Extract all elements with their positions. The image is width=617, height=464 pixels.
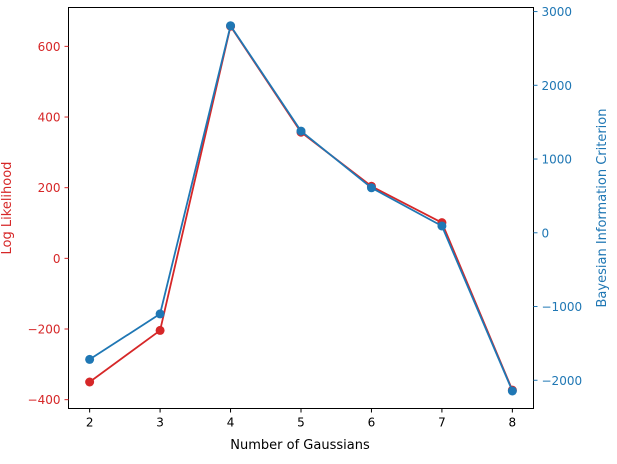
log-likelihood-point [85, 377, 95, 387]
series-layer [85, 21, 517, 396]
bic-point [366, 183, 376, 193]
y-axis-right: −2000 −1000 0 1000 2000 3000 [533, 5, 583, 388]
y-axis-left-label: Log Likelihood [0, 162, 15, 255]
x-tick-label: 3 [156, 416, 164, 430]
x-tick-label: 6 [368, 416, 376, 430]
y-left-tick-label: 600 [38, 40, 61, 54]
bic-point [226, 21, 236, 31]
x-tick-label: 8 [509, 416, 517, 430]
x-tick-label: 2 [86, 416, 94, 430]
y-left-tick-label: 400 [38, 111, 61, 125]
x-tick-label: 7 [438, 416, 446, 430]
y-axis-left: −400 −200 0 200 400 600 [28, 40, 69, 407]
bic-point [85, 354, 95, 364]
y-left-tick-label: 0 [53, 252, 61, 266]
y-right-tick-label: 1000 [542, 153, 573, 167]
bic-point [507, 386, 517, 396]
y-right-tick-label: 0 [542, 226, 550, 240]
x-axis: 2 3 4 5 6 7 8 [86, 408, 517, 430]
plot-frame [68, 7, 534, 409]
x-tick-label: 5 [297, 416, 305, 430]
log-likelihood-line [89, 25, 514, 391]
y-left-tick-label: −200 [28, 323, 61, 337]
y-right-tick-label: −2000 [542, 374, 583, 388]
y-left-tick-label: 200 [38, 181, 61, 195]
log-likelihood-point [155, 325, 165, 335]
x-tick-label: 4 [227, 416, 235, 430]
y-left-tick-label: −400 [28, 393, 61, 407]
y-right-tick-label: 3000 [542, 5, 573, 19]
bic-point [296, 126, 306, 136]
y-axis-right-label: Bayesian Information Criterion [595, 109, 610, 308]
bic-point [437, 221, 447, 231]
y-right-tick-label: −1000 [542, 300, 583, 314]
bic-point [155, 309, 165, 319]
y-right-tick-label: 2000 [542, 79, 573, 93]
x-axis-label: Number of Gaussians [230, 438, 370, 453]
